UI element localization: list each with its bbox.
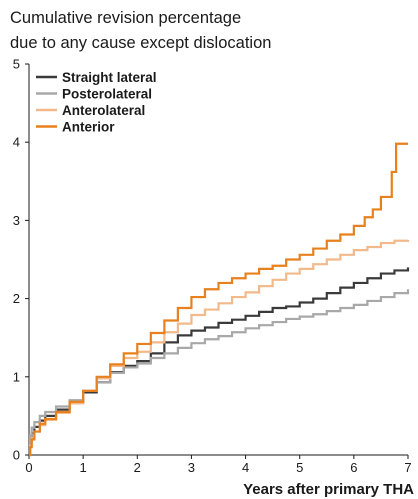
chart-title-line-2: due to any cause except dislocation [10,34,271,52]
series-line-straight-lateral [28,267,410,457]
x-tick-label: 5 [296,460,303,475]
x-axis-label: Years after primary THA [243,481,414,498]
x-tick-label: 0 [25,460,32,475]
y-tick-label: 5 [13,57,20,72]
x-tick-label: 6 [350,460,357,475]
axes: 0 1 2 3 4 5 0 1 2 3 4 5 6 7 [13,57,412,476]
y-tick-label: 1 [13,369,20,384]
series-line-posterolateral [28,289,410,457]
legend-label: Anterolateral [62,103,145,118]
x-tick-label: 1 [80,460,87,475]
x-tick-label: 3 [188,460,195,475]
x-tick-label: 4 [242,460,249,475]
series-line-anterolateral [28,239,410,457]
x-tick-label: 7 [404,460,411,475]
y-tick-label: 4 [13,135,20,150]
chart-title-line-1: Cumulative revision percentage [10,9,241,27]
legend-label: Straight lateral [62,70,157,85]
y-tick-label: 2 [13,291,20,306]
series-line-anterior [28,142,408,457]
series-lines [28,142,410,457]
y-tick-label: 0 [13,448,20,463]
legend-label: Posterolateral [62,86,152,101]
y-tick-label: 3 [13,213,20,228]
x-tick-label: 2 [134,460,141,475]
legend-label: Anterior [62,119,115,134]
